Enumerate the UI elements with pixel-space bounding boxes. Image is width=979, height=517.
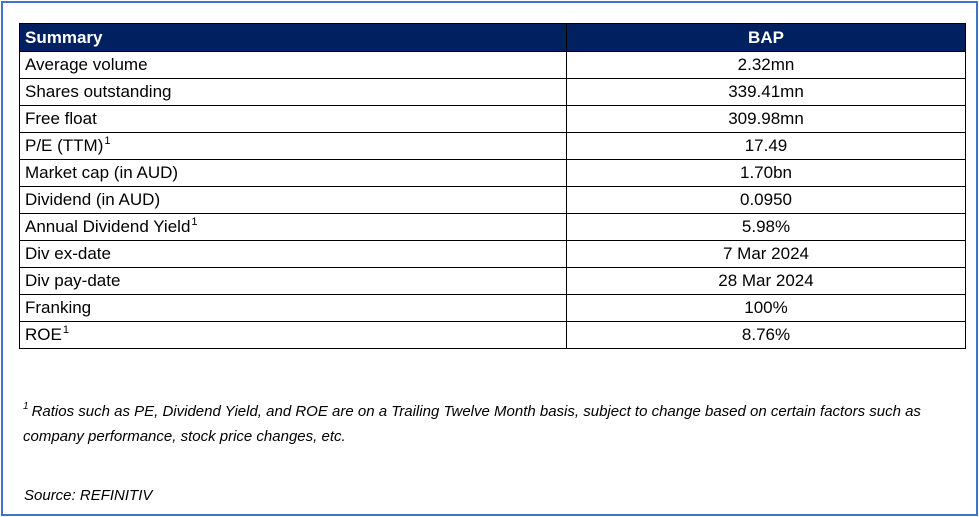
row-label-cell: Dividend (in AUD) [19, 186, 567, 214]
row-value: 7 Mar 2024 [566, 240, 966, 268]
row-label: Free float [25, 109, 97, 128]
table-row: Franking 100% [19, 294, 966, 322]
table-row: Market cap (in AUD) 1.70bn [19, 159, 966, 187]
row-value: 8.76% [566, 321, 966, 349]
row-label-cell: Free float [19, 105, 567, 133]
row-label: Dividend (in AUD) [25, 190, 161, 209]
row-label: P/E (TTM) [25, 136, 104, 155]
summary-table: Summary BAP Average volume 2.32mn Shares o… [19, 23, 966, 349]
table-header-row: Summary BAP [19, 23, 966, 52]
row-label: Average volume [25, 55, 148, 74]
row-value: 17.49 [566, 132, 966, 160]
footnote-ref: 1 [104, 135, 111, 147]
row-label-cell: Div ex-date [19, 240, 567, 268]
row-value: 0.0950 [566, 186, 966, 214]
row-label: Franking [25, 298, 92, 317]
footnote-ref: 1 [62, 324, 69, 336]
row-label: Div pay-date [25, 271, 121, 290]
row-label-cell: Franking [19, 294, 567, 322]
row-value: 28 Mar 2024 [566, 267, 966, 295]
row-label-cell: Div pay-date [19, 267, 567, 295]
source-note: Source: REFINITIV [24, 487, 153, 504]
table-row: ROE1 8.76% [19, 321, 966, 349]
row-label-cell: ROE1 [19, 321, 567, 349]
table-row: P/E (TTM)1 17.49 [19, 132, 966, 160]
row-label: Shares outstanding [25, 82, 172, 101]
row-value: 309.98mn [566, 105, 966, 133]
row-label: Market cap (in AUD) [25, 163, 179, 182]
row-value: 100% [566, 294, 966, 322]
table-row: Shares outstanding 339.41mn [19, 78, 966, 106]
footnote-marker: 1 [23, 401, 29, 412]
table-row: Div ex-date 7 Mar 2024 [19, 240, 966, 268]
footnote-text: Ratios such as PE, Dividend Yield, and R… [23, 403, 921, 445]
footnote-ref: 1 [191, 216, 198, 228]
row-label-cell: Average volume [19, 51, 567, 79]
footnote: 1 Ratios such as PE, Dividend Yield, and … [23, 399, 953, 449]
row-value: 339.41mn [566, 78, 966, 106]
header-ticker: BAP [566, 23, 966, 52]
row-label-cell: Annual Dividend Yield1 [19, 213, 567, 241]
row-value: 1.70bn [566, 159, 966, 187]
table-row: Average volume 2.32mn [19, 51, 966, 79]
row-label: Div ex-date [25, 244, 111, 263]
row-label-cell: Shares outstanding [19, 78, 567, 106]
row-value: 5.98% [566, 213, 966, 241]
row-label: Annual Dividend Yield [25, 217, 191, 236]
table-row: Dividend (in AUD) 0.0950 [19, 186, 966, 214]
row-label: ROE [25, 325, 62, 344]
row-label-cell: P/E (TTM)1 [19, 132, 567, 160]
header-summary: Summary [19, 23, 567, 52]
row-label-cell: Market cap (in AUD) [19, 159, 567, 187]
table-row: Div pay-date 28 Mar 2024 [19, 267, 966, 295]
table-row: Annual Dividend Yield1 5.98% [19, 213, 966, 241]
row-value: 2.32mn [566, 51, 966, 79]
table-row: Free float 309.98mn [19, 105, 966, 133]
